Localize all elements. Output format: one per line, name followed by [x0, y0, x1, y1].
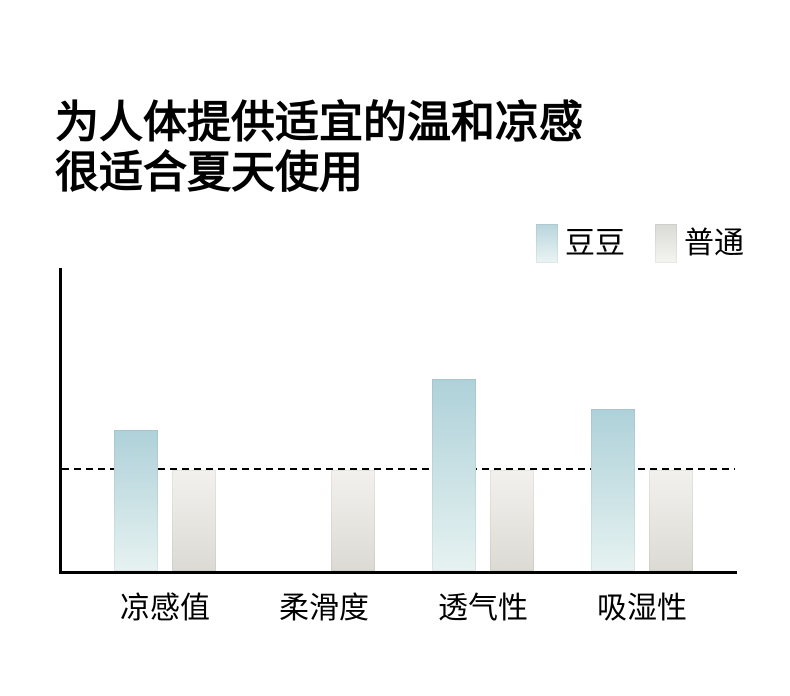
category-label-xishixing: 吸湿性: [597, 592, 687, 625]
category-label-liangganzhi: 凉感值: [120, 592, 210, 625]
bar-普通-吸湿性: [649, 470, 693, 571]
legend-item-doudou: 豆豆: [536, 224, 625, 263]
legend-swatch-doudou: [536, 224, 558, 263]
bar-普通-透气性: [490, 470, 534, 571]
legend-label-putong: 普通: [684, 227, 744, 260]
title-line-1: 为人体提供适宜的温和凉感: [55, 98, 583, 147]
title-line-2: 很适合夏天使用: [55, 148, 363, 197]
chart-legend: 豆豆 普通: [536, 224, 744, 263]
category-label-touqixing: 透气性: [438, 592, 528, 625]
x-axis: [59, 571, 737, 574]
y-axis: [59, 268, 62, 574]
bar-豆豆-吸湿性: [591, 409, 635, 571]
bar-豆豆-凉感值: [114, 430, 158, 571]
bar-普通-凉感值: [172, 470, 216, 571]
page-title: 为人体提供适宜的温和凉感 很适合夏天使用: [55, 98, 583, 198]
legend-swatch-putong: [655, 224, 677, 263]
category-label-rouhuadu: 柔滑度: [279, 592, 369, 625]
legend-item-putong: 普通: [655, 224, 744, 263]
bar-普通-柔滑度: [331, 470, 375, 571]
legend-label-doudou: 豆豆: [565, 227, 625, 260]
baseline-dashed-line: [62, 468, 735, 470]
bar-豆豆-透气性: [432, 379, 476, 571]
